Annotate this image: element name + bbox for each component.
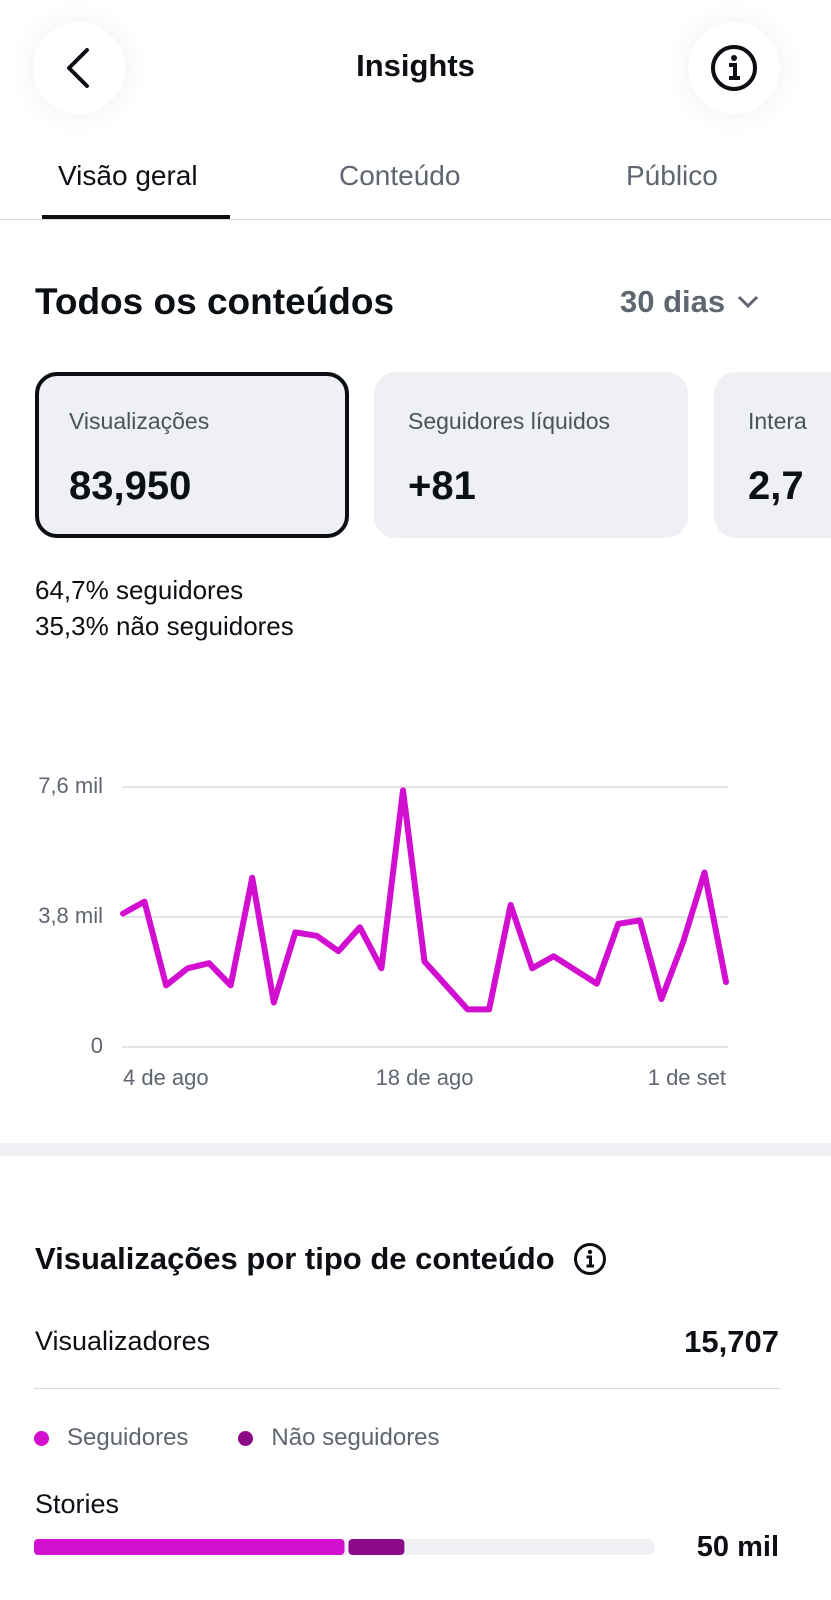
tab[interactable]: Visão geral bbox=[58, 160, 198, 191]
period-label: 30 dias bbox=[620, 284, 726, 319]
divider bbox=[0, 219, 831, 220]
info-button[interactable] bbox=[688, 22, 780, 114]
row-label: Stories bbox=[35, 1489, 120, 1519]
metric-label: Intera bbox=[748, 408, 807, 434]
split-row: 64,7% seguidores bbox=[35, 572, 294, 608]
y-tick-label: 3,8 mil bbox=[38, 903, 103, 928]
legend: Seguidores Não seguidores bbox=[34, 1424, 440, 1452]
legend-item: Seguidores bbox=[34, 1424, 188, 1452]
split-label: seguidores bbox=[115, 575, 244, 605]
metric-value: +81 bbox=[408, 464, 476, 508]
stacked-bar bbox=[34, 1539, 655, 1555]
bar-segment bbox=[348, 1539, 405, 1555]
info-icon bbox=[711, 45, 757, 91]
chevron-icon bbox=[738, 295, 759, 309]
split-label: não seguidores bbox=[115, 611, 294, 641]
tab-indicator bbox=[42, 215, 230, 219]
section-title: Todos os conteúdos bbox=[35, 281, 395, 322]
back-button[interactable] bbox=[33, 22, 125, 114]
y-tick-label: 0 bbox=[91, 1033, 103, 1058]
split-pct: 35,3% bbox=[35, 611, 109, 641]
split-row: 35,3% não seguidores bbox=[35, 608, 294, 644]
metric-label: Visualizações bbox=[69, 408, 210, 434]
legend-item: Não seguidores bbox=[238, 1424, 440, 1452]
legend-label: Não seguidores bbox=[271, 1424, 440, 1451]
section-separator bbox=[0, 1143, 831, 1156]
x-tick-label: 18 de ago bbox=[376, 1065, 474, 1090]
metric-label: Seguidores líquidos bbox=[408, 408, 611, 434]
audience-split: 64,7% seguidores 35,3% não seguidores bbox=[35, 572, 294, 644]
metric-card[interactable]: Visualizações 83,950 bbox=[35, 372, 349, 538]
breakdown-header: Visualizações por tipo de conteúdo bbox=[35, 1241, 607, 1277]
metric-card[interactable]: Seguidores líquidos +81 bbox=[374, 372, 688, 538]
back-icon bbox=[67, 48, 89, 88]
x-tick-label: 1 de set bbox=[648, 1065, 726, 1090]
y-tick-label: 7,6 mil bbox=[38, 773, 103, 798]
divider bbox=[34, 1388, 781, 1389]
page-title: Insights bbox=[356, 48, 475, 83]
metric-card[interactable]: Intera 2,7 bbox=[714, 372, 831, 538]
period-dropdown[interactable]: 30 dias bbox=[620, 284, 759, 320]
metric-value: 83,950 bbox=[69, 464, 192, 508]
bar-segment bbox=[34, 1539, 345, 1555]
tab[interactable]: Conteúdo bbox=[339, 160, 461, 191]
metric-value: 2,7 bbox=[748, 464, 804, 508]
legend-label: Seguidores bbox=[67, 1424, 189, 1451]
viewers-value: 15,707 bbox=[684, 1324, 779, 1359]
legend-swatch bbox=[34, 1430, 49, 1446]
split-pct: 64,7% bbox=[35, 575, 109, 605]
breakdown-title: Visualizações por tipo de conteúdo bbox=[35, 1241, 555, 1276]
viewers-label: Visualizadores bbox=[35, 1326, 211, 1356]
row-value: 50 mil bbox=[696, 1531, 779, 1563]
legend-swatch bbox=[238, 1430, 254, 1446]
line-chart: 0 3,8 mil 7,6 mil 4 de ago 18 de ago 1 de set bbox=[38, 773, 729, 1090]
data-line bbox=[120, 787, 729, 1013]
x-tick-label: 4 de ago bbox=[123, 1065, 209, 1090]
info-icon[interactable] bbox=[573, 1242, 607, 1276]
tab[interactable]: Público bbox=[626, 160, 718, 191]
